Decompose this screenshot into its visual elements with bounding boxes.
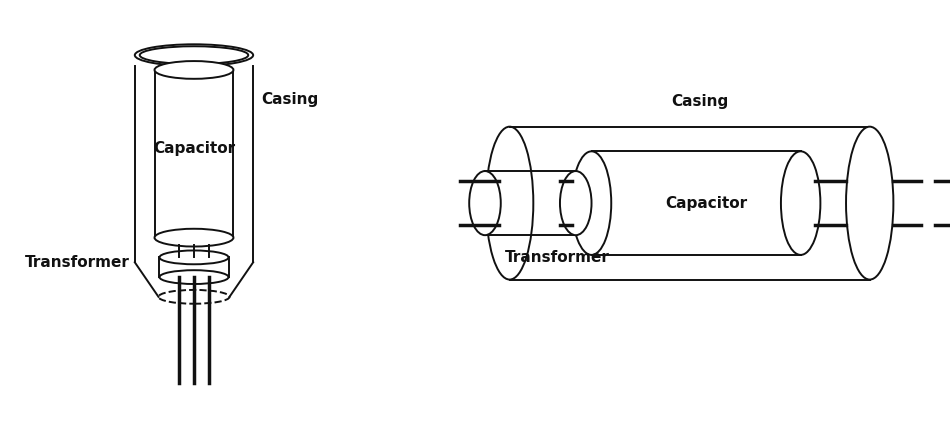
- Ellipse shape: [154, 229, 233, 247]
- Text: Transformer: Transformer: [505, 250, 610, 265]
- Ellipse shape: [469, 171, 501, 235]
- Ellipse shape: [572, 151, 611, 255]
- Text: Casing: Casing: [262, 92, 319, 107]
- Text: Casing: Casing: [670, 94, 728, 109]
- Text: Transformer: Transformer: [25, 255, 130, 270]
- Ellipse shape: [560, 171, 592, 235]
- Ellipse shape: [160, 250, 228, 264]
- Ellipse shape: [781, 151, 821, 255]
- Text: Capacitor: Capacitor: [153, 141, 235, 157]
- Ellipse shape: [154, 61, 233, 79]
- Text: Capacitor: Capacitor: [665, 195, 747, 211]
- Ellipse shape: [160, 270, 228, 284]
- Ellipse shape: [846, 126, 893, 280]
